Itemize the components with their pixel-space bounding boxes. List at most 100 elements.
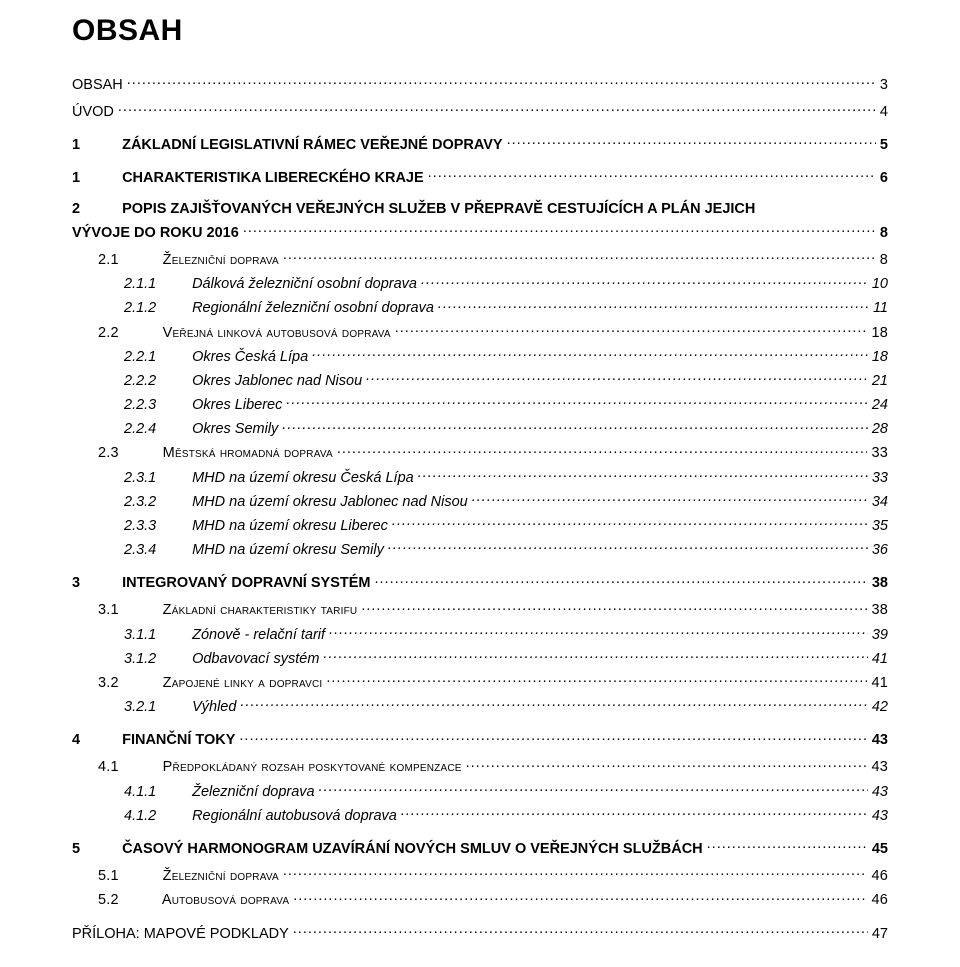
toc-entry-page[interactable]: 42 xyxy=(872,699,888,716)
toc-entry-label[interactable]: 3.1.1 Zónově - relační tarif xyxy=(72,627,325,644)
toc-entry-label[interactable]: 2.2.2 Okres Jablonec nad Nisou xyxy=(72,373,362,390)
toc-entry-page[interactable]: 6 xyxy=(880,170,888,187)
toc-entry-label[interactable]: 2.3.2 MHD na území okresu Jablonec nad N… xyxy=(72,494,468,511)
toc-entry-label[interactable]: 2.1.2 Regionální železniční osobní dopra… xyxy=(72,300,434,317)
toc-entry-page[interactable]: 5 xyxy=(880,137,888,154)
toc-entry-page[interactable]: 46 xyxy=(871,868,888,885)
toc-entry-page[interactable]: 24 xyxy=(872,397,888,414)
toc-entry-label[interactable]: 1 CHARAKTERISTIKA LIBERECKÉHO KRAJE xyxy=(72,170,424,187)
toc-entry-page[interactable]: 33 xyxy=(872,470,888,487)
toc-entry-label[interactable]: 2.3 Městská hromadná doprava xyxy=(72,445,333,462)
toc-entry-label[interactable]: 4.1.1 Železniční doprava xyxy=(72,784,315,801)
toc-entry-page[interactable]: 43 xyxy=(871,759,888,776)
toc-row: 4.1.2 Regionální autobusová doprava 43 xyxy=(72,805,888,824)
toc-entry-label[interactable]: 3 INTEGROVANÝ DOPRAVNÍ SYSTÉM xyxy=(72,575,371,592)
toc-entry-label[interactable]: 2.1.1 Dálková železniční osobní doprava xyxy=(72,276,417,293)
toc-entry-label[interactable]: 4.1.2 Regionální autobusová doprava xyxy=(72,808,397,825)
toc-entry-page[interactable]: 41 xyxy=(871,675,888,692)
toc-entry-number: 2.1 xyxy=(98,252,150,269)
toc-row: ÚVOD 4 xyxy=(72,101,888,120)
toc-row: 2.1.2 Regionální železniční osobní dopra… xyxy=(72,298,888,317)
toc-entry-page[interactable]: 28 xyxy=(872,421,888,438)
toc-entry-number: 5 xyxy=(72,841,110,858)
toc-entry-label[interactable]: VÝVOJE DO ROKU 2016 xyxy=(72,225,239,242)
toc-entry-label[interactable]: 5.1 Železniční doprava xyxy=(72,868,279,885)
toc-row: 4.1 Předpokládaný rozsah poskytované kom… xyxy=(72,757,888,776)
toc-entry-page[interactable]: 4 xyxy=(880,104,888,121)
toc-entry-page[interactable]: 10 xyxy=(872,276,888,293)
leader-dots xyxy=(428,168,876,183)
toc-entry-number: 2.3.4 xyxy=(124,542,180,559)
toc-entry-label[interactable]: PŘÍLOHA: MAPOVÉ PODKLADY xyxy=(72,926,289,943)
toc-entry-page[interactable]: 38 xyxy=(872,575,888,592)
toc-entry-page[interactable]: 3 xyxy=(880,77,888,94)
toc-entry-label[interactable]: 2.2.4 Okres Semily xyxy=(72,421,278,438)
toc-entry-label[interactable]: 3.1.2 Odbavovací systém xyxy=(72,651,319,668)
toc-entry-label[interactable]: 4 FINANČNÍ TOKY xyxy=(72,732,235,749)
leader-dots xyxy=(286,395,868,410)
toc-entry-page[interactable]: 46 xyxy=(871,892,888,909)
toc-entry-page[interactable]: 43 xyxy=(872,808,888,825)
toc-entry-text: Okres Liberec xyxy=(180,397,282,413)
toc-entry-number: 1 xyxy=(72,137,110,154)
toc-entry-page[interactable]: 47 xyxy=(872,926,888,943)
toc-entry-label[interactable]: OBSAH xyxy=(72,77,123,94)
toc-entry-label[interactable]: 3.1 Základní charakteristiky tarifu xyxy=(72,602,357,619)
toc-entry-label[interactable]: 2.2 Veřejná linková autobusová doprava xyxy=(72,325,391,342)
leader-dots xyxy=(243,222,876,237)
toc-entry-label[interactable]: 2.1 Železniční doprava xyxy=(72,252,279,269)
toc-entry-label[interactable]: ÚVOD xyxy=(72,104,114,121)
toc-entry-page[interactable]: 36 xyxy=(872,542,888,559)
toc-entry-page[interactable]: 45 xyxy=(872,841,888,858)
toc-entry-page[interactable]: 11 xyxy=(873,300,888,317)
toc-entry-text: Autobusová doprava xyxy=(150,892,289,908)
toc-entry-label[interactable]: 2.3.3 MHD na území okresu Liberec xyxy=(72,518,388,535)
toc-entry-text: Dálková železniční osobní doprava xyxy=(180,276,417,292)
toc-entry-label[interactable]: 2.3.4 MHD na území okresu Semily xyxy=(72,542,384,559)
toc-entry-label[interactable]: 5.2 Autobusová doprava xyxy=(72,892,289,909)
leader-dots xyxy=(388,540,868,555)
table-of-contents: OBSAH 3 ÚVOD 4 1 ZÁKLADNÍ LEGISLATIVNÍ RÁM… xyxy=(72,74,888,942)
toc-entry-number: 2.1.1 xyxy=(124,276,180,293)
toc-row: 3.2.1 Výhled 42 xyxy=(72,697,888,716)
toc-entry-text: FINANČNÍ TOKY xyxy=(110,732,235,748)
toc-entry-label[interactable]: 2.3.1 MHD na území okresu Česká Lípa xyxy=(72,470,414,487)
toc-entry-text: Výhled xyxy=(180,699,236,715)
toc-entry-page[interactable]: 35 xyxy=(872,518,888,535)
toc-entry-page[interactable]: 41 xyxy=(872,651,888,668)
toc-entry-label[interactable]: 2.2.1 Okres Česká Lípa xyxy=(72,349,308,366)
leader-dots xyxy=(361,600,867,615)
leader-dots xyxy=(326,672,867,687)
toc-entry-number: 2.2.4 xyxy=(124,421,180,438)
toc-entry-page[interactable]: 34 xyxy=(872,494,888,511)
toc-entry-label[interactable]: 5 ČASOVÝ HARMONOGRAM UZAVÍRÁNÍ NOVÝCH SM… xyxy=(72,841,703,858)
toc-entry-page[interactable]: 18 xyxy=(872,349,888,366)
leader-dots xyxy=(323,648,867,663)
toc-entry-page[interactable]: 39 xyxy=(872,627,888,644)
toc-entry-label[interactable]: 3.2 Zapojené linky a dopravci xyxy=(72,675,322,692)
toc-entry-page[interactable]: 21 xyxy=(872,373,888,390)
toc-entry-text: PŘÍLOHA: MAPOVÉ PODKLADY xyxy=(72,926,289,942)
toc-row: 2.3 Městská hromadná doprava 33 xyxy=(72,443,888,462)
toc-entry-page[interactable]: 43 xyxy=(872,784,888,801)
toc-row: 5.2 Autobusová doprava 46 xyxy=(72,890,888,909)
toc-entry-page[interactable]: 8 xyxy=(880,252,888,269)
leader-dots xyxy=(507,134,876,149)
toc-entry-number: 2.3 xyxy=(98,445,150,462)
toc-entry-label[interactable]: 4.1 Předpokládaný rozsah poskytované kom… xyxy=(72,759,462,776)
toc-entry-page[interactable]: 38 xyxy=(871,602,888,619)
toc-entry-text: Železniční doprava xyxy=(150,252,279,268)
toc-entry-page[interactable]: 8 xyxy=(880,225,888,242)
toc-entry-number: 3.1.1 xyxy=(124,627,180,644)
toc-entry-text: MHD na území okresu Česká Lípa xyxy=(180,470,414,486)
toc-entry-text: Základní charakteristiky tarifu xyxy=(150,602,357,618)
toc-entry-page[interactable]: 33 xyxy=(871,445,888,462)
toc-entry-label[interactable]: 1 ZÁKLADNÍ LEGISLATIVNÍ RÁMEC VEŘEJNÉ DO… xyxy=(72,137,503,154)
toc-entry-text: OBSAH xyxy=(72,77,123,93)
leader-dots xyxy=(293,890,867,905)
toc-entry-label[interactable]: 2.2.3 Okres Liberec xyxy=(72,397,282,414)
toc-entry-page[interactable]: 18 xyxy=(871,325,888,342)
toc-entry-label[interactable]: 2 POPIS ZAJIŠŤOVANÝCH VEŘEJNÝCH SLUŽEB V… xyxy=(72,201,755,218)
toc-entry-label[interactable]: 3.2.1 Výhled xyxy=(72,699,236,716)
toc-entry-page[interactable]: 43 xyxy=(872,732,888,749)
